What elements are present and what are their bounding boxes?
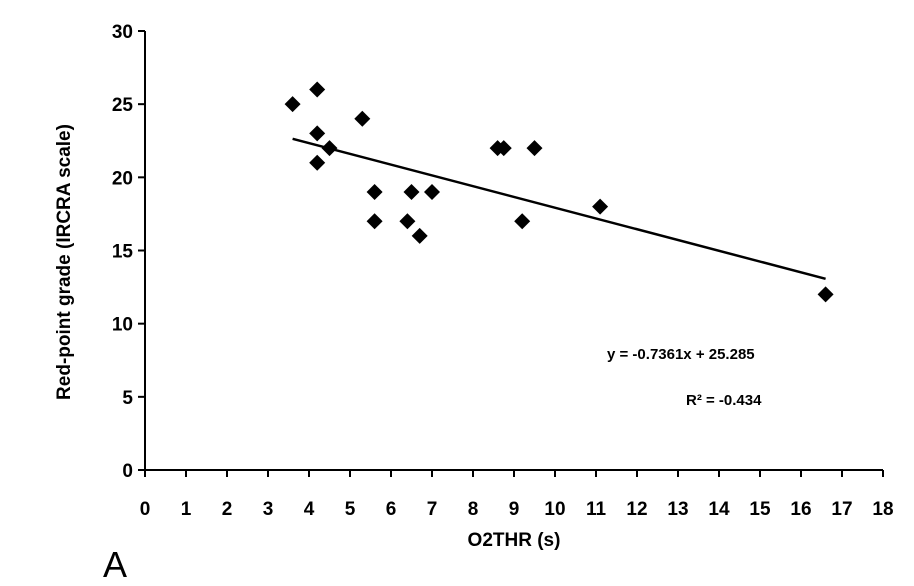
data-point — [424, 183, 440, 200]
x-tick-label: 10 — [544, 499, 565, 520]
y-tick-label: 25 — [112, 95, 134, 116]
y-axis-label: Red-point grade (IRCRA scale) — [54, 124, 75, 400]
data-point — [526, 140, 543, 157]
x-tick-label: 6 — [386, 499, 397, 520]
x-tick-label: 14 — [708, 499, 730, 520]
data-point — [284, 96, 301, 113]
x-axis-label: O2THR (s) — [468, 530, 561, 551]
data-point — [411, 227, 428, 244]
data-point — [321, 140, 338, 157]
x-axis-ticks: 0 1 2 3 4 5 6 7 8 9 10 11 12 13 14 15 16 17 18 — [140, 470, 894, 520]
x-tick-label: 11 — [586, 499, 607, 520]
y-tick-label: 0 — [122, 461, 133, 482]
y-tick-label: 5 — [122, 388, 133, 409]
y-tick-label: 20 — [112, 168, 133, 189]
data-point — [309, 125, 326, 142]
y-axis-ticks: 0 5 10 15 20 25 30 — [112, 22, 145, 482]
data-point — [495, 140, 512, 157]
data-point — [403, 183, 420, 200]
data-point — [309, 81, 326, 98]
x-tick-label: 13 — [667, 499, 688, 520]
regression-equation: y = -0.7361x + 25.285 — [607, 346, 755, 363]
x-tick-label: 3 — [263, 499, 274, 520]
y-tick-label: 30 — [112, 22, 133, 43]
x-tick-label: 1 — [181, 499, 192, 520]
panel-label: A — [103, 544, 127, 585]
data-point — [354, 110, 371, 127]
x-tick-label: 4 — [304, 499, 315, 520]
data-point — [366, 183, 383, 200]
x-tick-label: 12 — [626, 499, 647, 520]
trendline — [292, 137, 826, 281]
data-point — [366, 213, 383, 230]
y-tick-label: 15 — [112, 242, 134, 263]
data-point — [817, 286, 834, 303]
y-tick-label: 10 — [112, 315, 133, 336]
x-tick-label: 7 — [427, 499, 438, 520]
x-tick-label: 8 — [468, 499, 479, 520]
x-tick-label: 18 — [872, 499, 893, 520]
data-point — [592, 198, 609, 215]
x-tick-label: 0 — [140, 499, 151, 520]
data-point — [514, 213, 531, 230]
data-points — [284, 81, 834, 303]
x-tick-label: 16 — [790, 499, 811, 520]
r-squared: R² = -0.434 — [686, 392, 762, 409]
x-tick-label: 17 — [831, 499, 852, 520]
x-tick-label: 9 — [509, 499, 520, 520]
x-tick-label: 2 — [222, 499, 233, 520]
x-tick-label: 5 — [345, 499, 356, 520]
data-point — [309, 154, 326, 171]
x-tick-label: 15 — [749, 499, 771, 520]
data-point — [399, 213, 416, 230]
